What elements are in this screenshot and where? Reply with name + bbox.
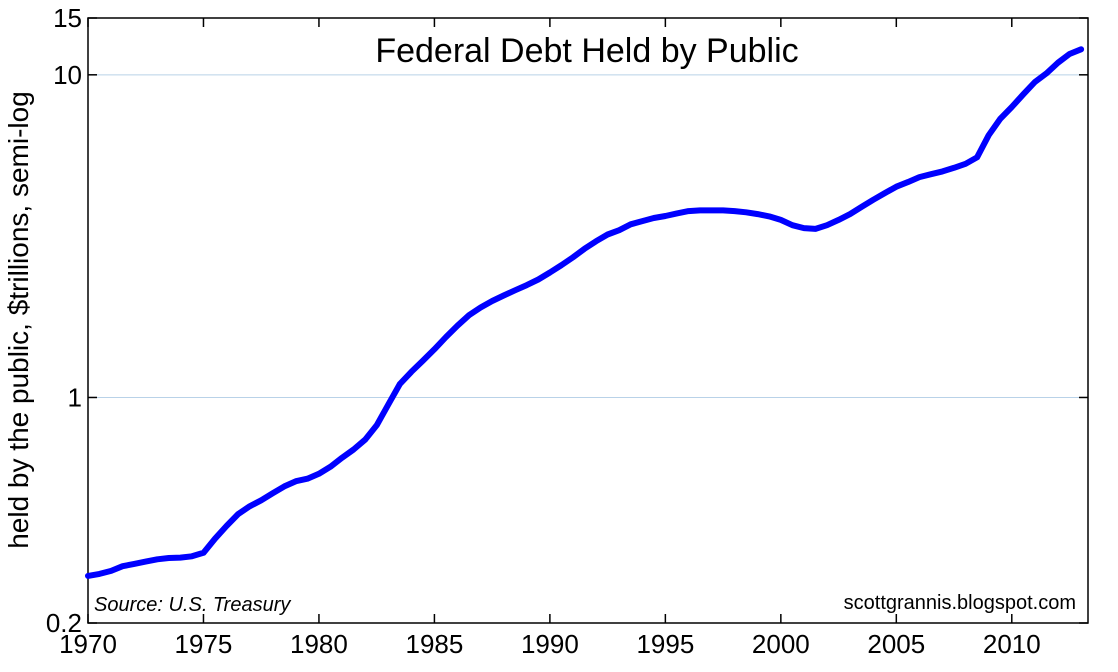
credit-note: scottgrannis.blogspot.com [844, 592, 1076, 614]
x-tick-label-1975: 1975 [175, 629, 233, 659]
y-tick-label-0: 0.2 [46, 608, 82, 638]
source-note: Source: U.S. Treasury [94, 594, 291, 616]
x-tick-label-1980: 1980 [290, 629, 348, 659]
x-tick-label-1970: 1970 [59, 629, 117, 659]
x-tick-label-2005: 2005 [867, 629, 925, 659]
series-line-federal-debt [85, 46, 1085, 579]
y-tick-label-2: 10 [53, 60, 82, 90]
tick-layer: 0.2 1 10 15 1970 1975 1980 1985 1990 1995 2000 2005… [46, 3, 1088, 659]
y-tick-label-1: 1 [68, 382, 82, 412]
x-tick-label-2000: 2000 [752, 629, 810, 659]
chart-title: Federal Debt Held by Public [375, 32, 798, 70]
y-axis-label: held by the public, $trillions, semi-log [3, 91, 34, 549]
x-tick-label-1995: 1995 [636, 629, 694, 659]
grid-layer [88, 74, 1088, 398]
x-tick-label-1990: 1990 [521, 629, 579, 659]
plot-frame [87, 17, 1089, 624]
y-tick-label-3: 15 [53, 3, 82, 33]
x-tick-label-2010: 2010 [983, 629, 1041, 659]
x-tick-label-1985: 1985 [405, 629, 463, 659]
